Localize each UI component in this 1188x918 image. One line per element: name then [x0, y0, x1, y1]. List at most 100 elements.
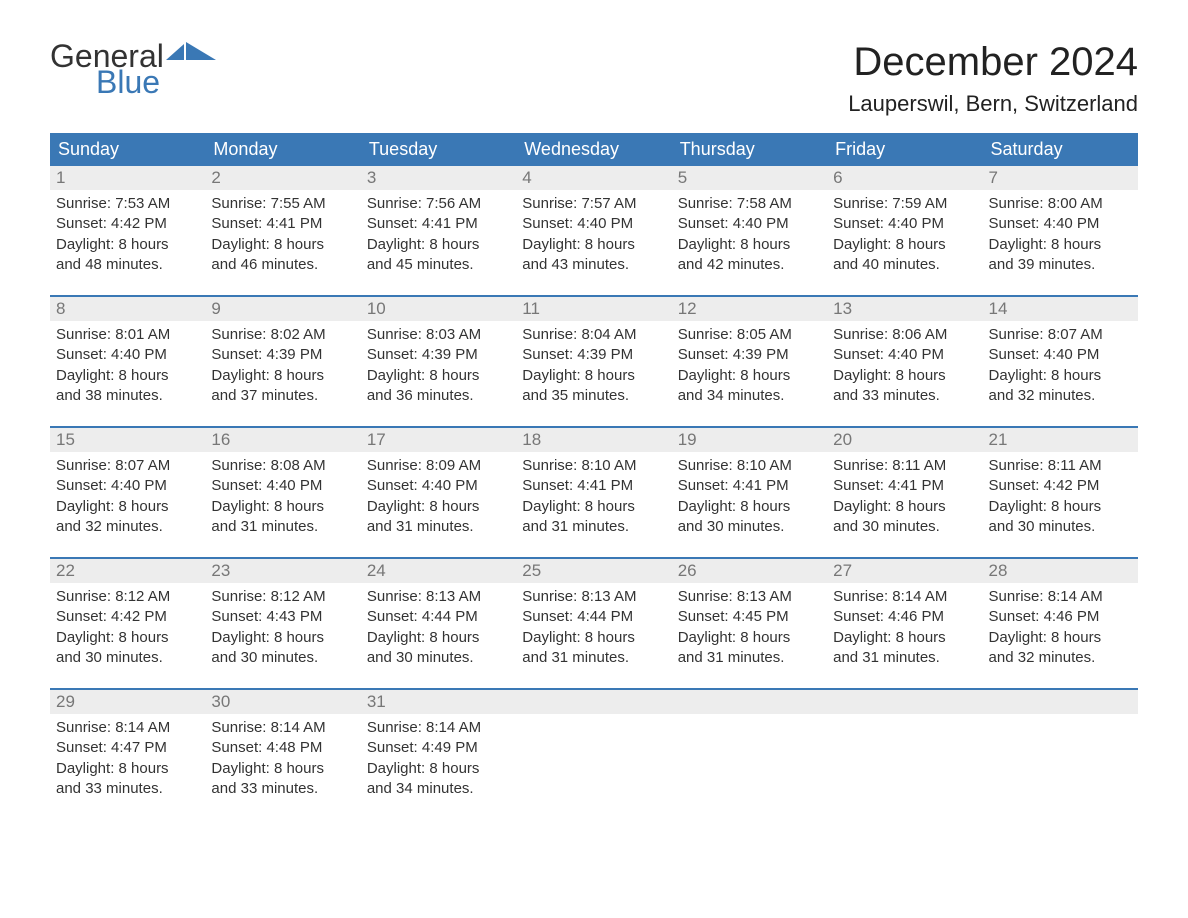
sunset-text: Sunset: 4:39 PM	[522, 345, 665, 365]
daylight-text-1: Daylight: 8 hours	[833, 497, 976, 517]
sunrise-text: Sunrise: 8:14 AM	[989, 587, 1132, 607]
sunset-text: Sunset: 4:42 PM	[56, 214, 199, 234]
day-cell: 16Sunrise: 8:08 AMSunset: 4:40 PMDayligh…	[205, 428, 360, 543]
day-body: Sunrise: 8:09 AMSunset: 4:40 PMDaylight:…	[361, 452, 516, 543]
sunset-text: Sunset: 4:41 PM	[833, 476, 976, 496]
day-body: Sunrise: 8:07 AMSunset: 4:40 PMDaylight:…	[983, 321, 1138, 412]
sunrise-text: Sunrise: 8:03 AM	[367, 325, 510, 345]
day-number: 12	[672, 297, 827, 321]
daylight-text-2: and 39 minutes.	[989, 255, 1132, 275]
daylight-text-2: and 37 minutes.	[211, 386, 354, 406]
daylight-text-2: and 31 minutes.	[367, 517, 510, 537]
day-number	[983, 690, 1138, 714]
day-cell: 25Sunrise: 8:13 AMSunset: 4:44 PMDayligh…	[516, 559, 671, 674]
sunrise-text: Sunrise: 8:14 AM	[833, 587, 976, 607]
sunrise-text: Sunrise: 8:10 AM	[678, 456, 821, 476]
sunrise-text: Sunrise: 7:53 AM	[56, 194, 199, 214]
day-body: Sunrise: 8:14 AMSunset: 4:47 PMDaylight:…	[50, 714, 205, 805]
day-number: 11	[516, 297, 671, 321]
daylight-text-2: and 38 minutes.	[56, 386, 199, 406]
daylight-text-1: Daylight: 8 hours	[56, 235, 199, 255]
day-cell: 22Sunrise: 8:12 AMSunset: 4:42 PMDayligh…	[50, 559, 205, 674]
day-body: Sunrise: 7:55 AMSunset: 4:41 PMDaylight:…	[205, 190, 360, 281]
weeks-container: 1Sunrise: 7:53 AMSunset: 4:42 PMDaylight…	[50, 166, 1138, 805]
daylight-text-1: Daylight: 8 hours	[56, 497, 199, 517]
day-cell: 12Sunrise: 8:05 AMSunset: 4:39 PMDayligh…	[672, 297, 827, 412]
daylight-text-1: Daylight: 8 hours	[211, 366, 354, 386]
daylight-text-1: Daylight: 8 hours	[522, 497, 665, 517]
sunrise-text: Sunrise: 8:10 AM	[522, 456, 665, 476]
sunset-text: Sunset: 4:40 PM	[989, 345, 1132, 365]
day-body: Sunrise: 8:06 AMSunset: 4:40 PMDaylight:…	[827, 321, 982, 412]
week-row: 1Sunrise: 7:53 AMSunset: 4:42 PMDaylight…	[50, 166, 1138, 281]
sunset-text: Sunset: 4:40 PM	[833, 345, 976, 365]
day-header: Saturday	[983, 133, 1138, 166]
sunrise-text: Sunrise: 8:14 AM	[211, 718, 354, 738]
day-cell: 28Sunrise: 8:14 AMSunset: 4:46 PMDayligh…	[983, 559, 1138, 674]
daylight-text-2: and 30 minutes.	[211, 648, 354, 668]
day-body: Sunrise: 8:12 AMSunset: 4:42 PMDaylight:…	[50, 583, 205, 674]
day-body: Sunrise: 7:59 AMSunset: 4:40 PMDaylight:…	[827, 190, 982, 281]
day-header: Wednesday	[516, 133, 671, 166]
day-number: 10	[361, 297, 516, 321]
daylight-text-2: and 30 minutes.	[56, 648, 199, 668]
daylight-text-2: and 30 minutes.	[989, 517, 1132, 537]
logo: General Blue	[50, 40, 216, 98]
sunset-text: Sunset: 4:40 PM	[211, 476, 354, 496]
day-body: Sunrise: 8:11 AMSunset: 4:42 PMDaylight:…	[983, 452, 1138, 543]
day-cell: 24Sunrise: 8:13 AMSunset: 4:44 PMDayligh…	[361, 559, 516, 674]
daylight-text-2: and 31 minutes.	[522, 648, 665, 668]
day-body: Sunrise: 8:07 AMSunset: 4:40 PMDaylight:…	[50, 452, 205, 543]
logo-text-blue: Blue	[96, 66, 160, 98]
day-body: Sunrise: 8:14 AMSunset: 4:46 PMDaylight:…	[983, 583, 1138, 674]
sunset-text: Sunset: 4:41 PM	[678, 476, 821, 496]
day-body: Sunrise: 8:05 AMSunset: 4:39 PMDaylight:…	[672, 321, 827, 412]
daylight-text-1: Daylight: 8 hours	[989, 366, 1132, 386]
daylight-text-1: Daylight: 8 hours	[678, 628, 821, 648]
sunset-text: Sunset: 4:46 PM	[833, 607, 976, 627]
sunset-text: Sunset: 4:40 PM	[989, 214, 1132, 234]
sunrise-text: Sunrise: 8:12 AM	[56, 587, 199, 607]
day-cell: 29Sunrise: 8:14 AMSunset: 4:47 PMDayligh…	[50, 690, 205, 805]
day-number: 8	[50, 297, 205, 321]
day-cell: 13Sunrise: 8:06 AMSunset: 4:40 PMDayligh…	[827, 297, 982, 412]
day-body: Sunrise: 8:13 AMSunset: 4:45 PMDaylight:…	[672, 583, 827, 674]
sunset-text: Sunset: 4:41 PM	[367, 214, 510, 234]
day-cell: 2Sunrise: 7:55 AMSunset: 4:41 PMDaylight…	[205, 166, 360, 281]
day-number: 1	[50, 166, 205, 190]
day-header: Friday	[827, 133, 982, 166]
week-row: 15Sunrise: 8:07 AMSunset: 4:40 PMDayligh…	[50, 426, 1138, 543]
daylight-text-2: and 31 minutes.	[833, 648, 976, 668]
sunset-text: Sunset: 4:40 PM	[522, 214, 665, 234]
sunset-text: Sunset: 4:40 PM	[56, 476, 199, 496]
day-number: 19	[672, 428, 827, 452]
sunset-text: Sunset: 4:39 PM	[211, 345, 354, 365]
day-number	[516, 690, 671, 714]
logo-line2: Blue	[96, 66, 216, 98]
daylight-text-2: and 35 minutes.	[522, 386, 665, 406]
sunrise-text: Sunrise: 7:58 AM	[678, 194, 821, 214]
daylight-text-1: Daylight: 8 hours	[211, 628, 354, 648]
daylight-text-1: Daylight: 8 hours	[522, 235, 665, 255]
day-cell: 5Sunrise: 7:58 AMSunset: 4:40 PMDaylight…	[672, 166, 827, 281]
sunrise-text: Sunrise: 8:07 AM	[989, 325, 1132, 345]
day-header: Monday	[205, 133, 360, 166]
sunrise-text: Sunrise: 8:14 AM	[367, 718, 510, 738]
day-number: 13	[827, 297, 982, 321]
daylight-text-1: Daylight: 8 hours	[367, 366, 510, 386]
week-row: 22Sunrise: 8:12 AMSunset: 4:42 PMDayligh…	[50, 557, 1138, 674]
day-number: 15	[50, 428, 205, 452]
day-number: 28	[983, 559, 1138, 583]
day-number: 6	[827, 166, 982, 190]
day-cell: 27Sunrise: 8:14 AMSunset: 4:46 PMDayligh…	[827, 559, 982, 674]
day-body: Sunrise: 8:04 AMSunset: 4:39 PMDaylight:…	[516, 321, 671, 412]
day-number: 22	[50, 559, 205, 583]
location-text: Lauperswil, Bern, Switzerland	[848, 91, 1138, 117]
sunset-text: Sunset: 4:40 PM	[367, 476, 510, 496]
sunset-text: Sunset: 4:44 PM	[522, 607, 665, 627]
day-number: 16	[205, 428, 360, 452]
sunrise-text: Sunrise: 8:06 AM	[833, 325, 976, 345]
day-body: Sunrise: 8:13 AMSunset: 4:44 PMDaylight:…	[361, 583, 516, 674]
day-cell: 10Sunrise: 8:03 AMSunset: 4:39 PMDayligh…	[361, 297, 516, 412]
day-body: Sunrise: 7:58 AMSunset: 4:40 PMDaylight:…	[672, 190, 827, 281]
